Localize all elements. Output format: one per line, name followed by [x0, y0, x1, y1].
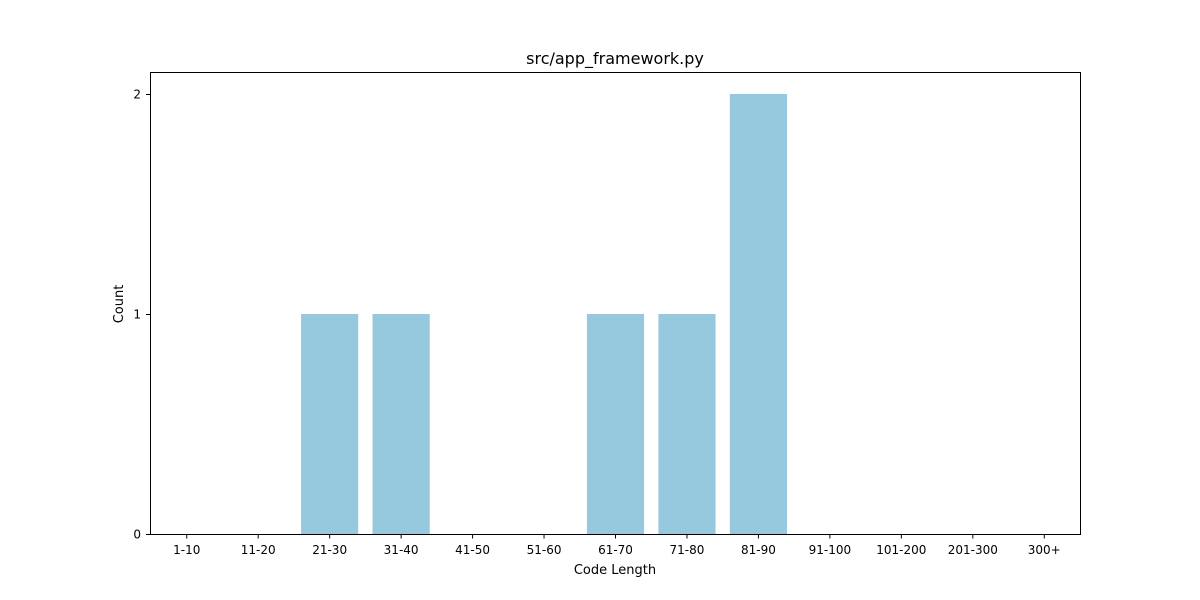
- x-tick-label: 31-40: [384, 543, 419, 557]
- y-tick-label: 1: [133, 308, 141, 322]
- y-tick-label: 0: [133, 528, 141, 542]
- y-tick-label: 2: [133, 88, 141, 102]
- x-tick-label: 81-90: [741, 543, 776, 557]
- x-tick-label: 201-300: [948, 543, 998, 557]
- x-tick-label: 51-60: [527, 543, 562, 557]
- bar-21-30: [301, 314, 359, 534]
- bar-71-80: [658, 314, 716, 534]
- x-tick-label: 61-70: [598, 543, 633, 557]
- x-axis: 1-10 11-20 21-30 31-40 41-50 51-60 61-70 71-80 8…: [173, 534, 1061, 557]
- x-tick-label: 1-10: [173, 543, 200, 557]
- x-tick-label: 11-20: [241, 543, 276, 557]
- bars-group: [301, 94, 788, 534]
- chart-title: src/app_framework.py: [526, 49, 704, 69]
- x-tick-label: 91-100: [809, 543, 852, 557]
- x-tick-label: 101-200: [876, 543, 926, 557]
- x-tick-label: 300+: [1028, 543, 1061, 557]
- x-tick-label: 71-80: [670, 543, 705, 557]
- x-axis-label: Code Length: [574, 563, 656, 578]
- bar-31-40: [372, 314, 430, 534]
- y-axis-label: Count: [112, 285, 127, 324]
- x-tick-label: 41-50: [455, 543, 490, 557]
- bar-61-70: [586, 314, 645, 534]
- bar-81-90: [729, 94, 788, 534]
- x-tick-label: 21-30: [312, 543, 347, 557]
- y-axis: 0 1 2: [133, 88, 151, 542]
